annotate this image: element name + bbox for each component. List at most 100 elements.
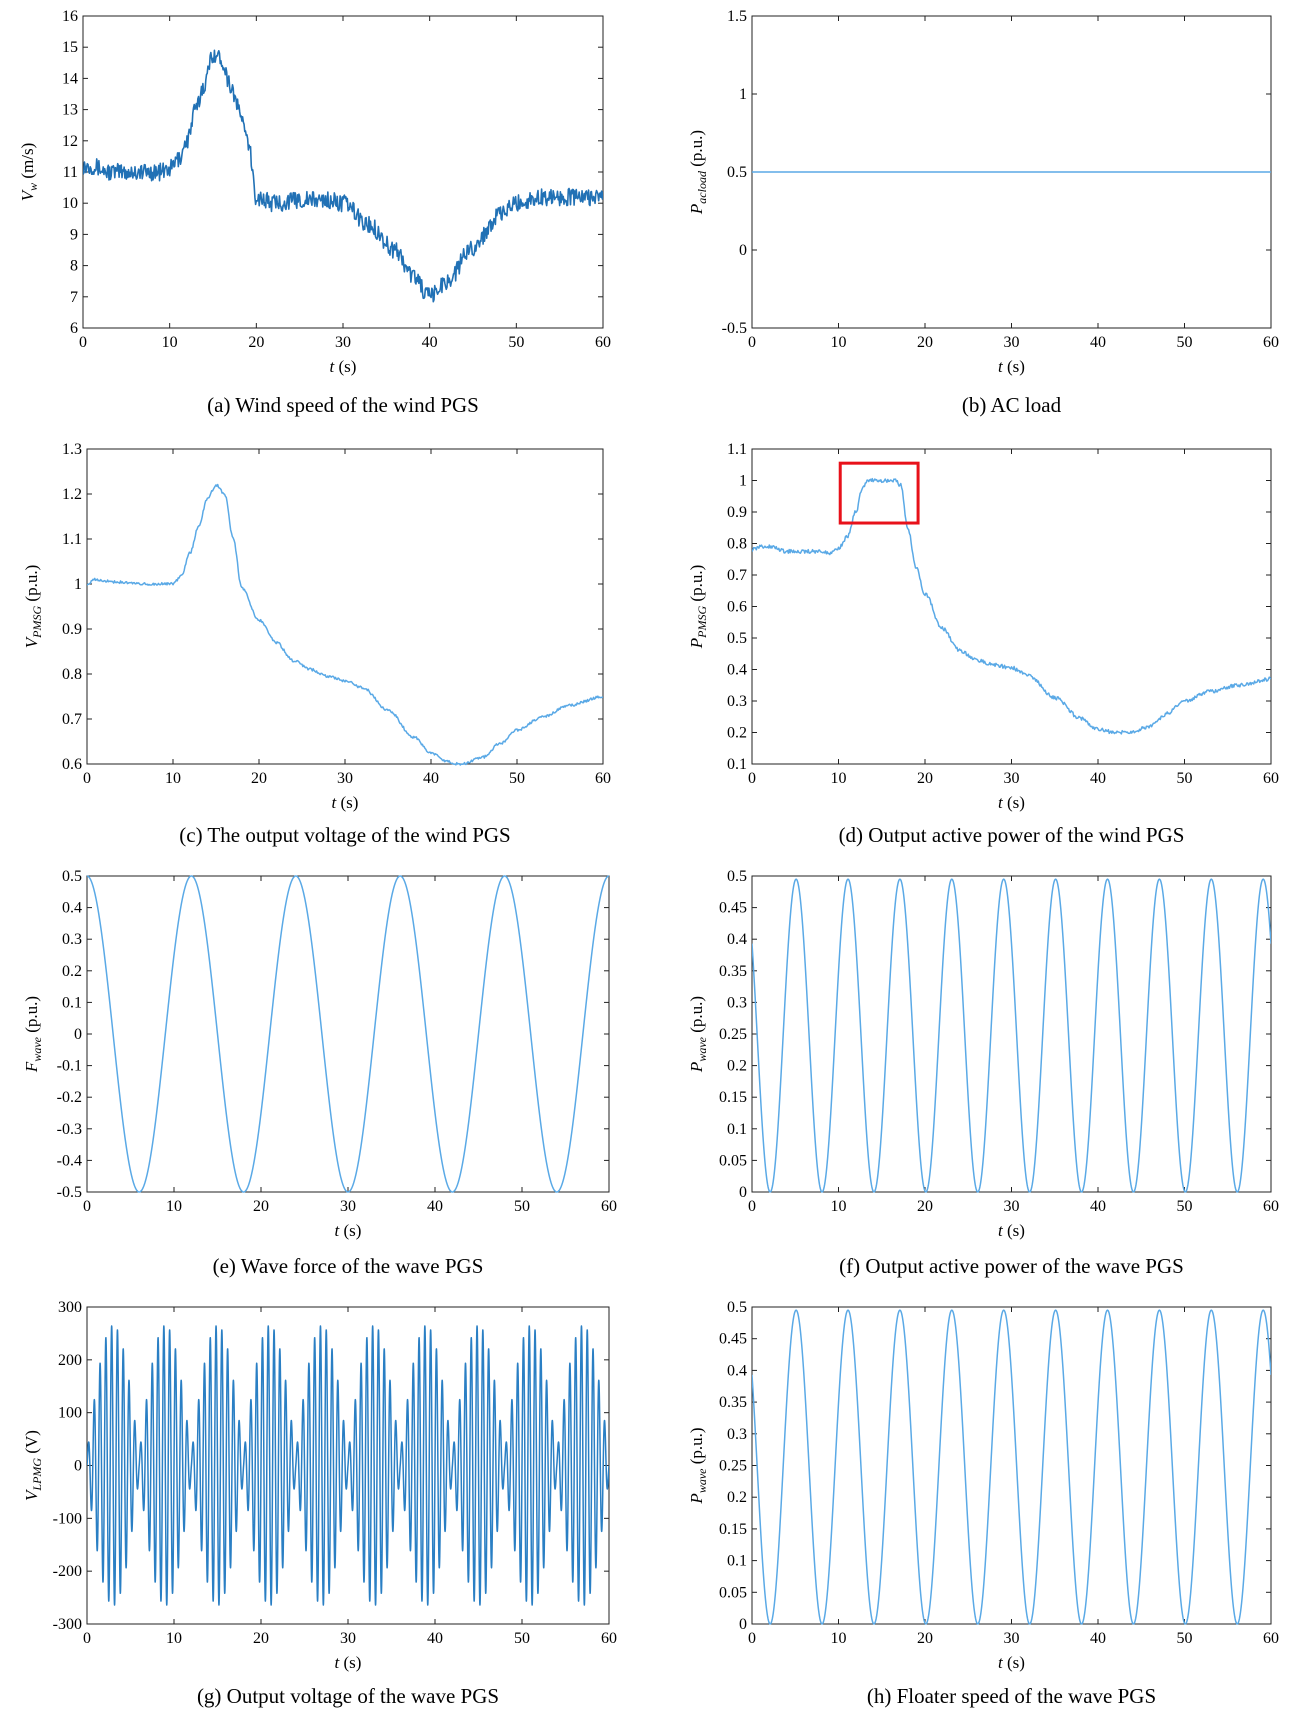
x-tick-label: 40 (1090, 1630, 1106, 1647)
plot-frame (86, 448, 604, 765)
series-line (87, 483, 603, 766)
y-axis-label: Pacload (p.u.) (687, 130, 709, 215)
plot-frame (751, 1306, 1272, 1625)
x-tick-label: 50 (1177, 1198, 1193, 1215)
y-tick-label: 16 (62, 8, 78, 25)
y-axis-label: Pwave (p.u.) (687, 996, 709, 1073)
x-tick-label: 50 (1177, 1630, 1193, 1647)
y-tick-label: 100 (58, 1405, 82, 1422)
y-tick-label: 13 (62, 102, 78, 119)
x-tick-label: 20 (253, 1198, 269, 1215)
chart-panel-g: 0 10 20 30 40 50 60 -300 -200 -100 0 100 200 300 t (s)… (22, 1299, 617, 1708)
y-tick-label: -0.2 (57, 1089, 82, 1106)
chart-panel-c: 0 10 20 30 40 50 60 0.6 0.7 0.8 0.9 1 1.1 1.2 1.3 t (s)… (22, 441, 611, 847)
x-tick-label: 60 (595, 334, 611, 351)
y-tick-label: 0 (739, 242, 747, 259)
x-tick-label: 30 (1004, 770, 1020, 787)
panel-caption: (g) Output voltage of the wave PGS (197, 1684, 499, 1708)
y-tick-label: 0.45 (719, 1331, 747, 1348)
x-tick-label: 0 (748, 1630, 756, 1647)
y-tick-label: 0.4 (727, 931, 747, 948)
x-tick-label: 50 (514, 1198, 530, 1215)
x-tick-label: 60 (601, 1198, 617, 1215)
y-tick-label: 0.1 (727, 1553, 747, 1570)
x-axis-label: t (s) (335, 1653, 362, 1672)
y-tick-label: 0 (74, 1026, 82, 1043)
x-tick-label: 40 (422, 334, 438, 351)
x-tick-label: 40 (1090, 1198, 1106, 1215)
x-tick-label: 40 (423, 770, 439, 787)
x-axis-label: t (s) (330, 357, 357, 376)
y-tick-label: 0.5 (727, 630, 747, 647)
chart-panel-a: 0 10 20 30 40 50 60 6 7 8 9 10 11 12 13 14 15 16 t (s) Vw (… (18, 8, 611, 417)
x-tick-label: 10 (831, 770, 847, 787)
x-tick-label: 50 (1177, 770, 1193, 787)
y-tick-label: 0.35 (719, 1394, 747, 1411)
x-tick-label: 30 (1004, 334, 1020, 351)
x-tick-label: 20 (917, 334, 933, 351)
y-tick-label: 1.1 (62, 531, 82, 548)
y-tick-label: 0.8 (727, 536, 747, 553)
y-tick-label: -0.5 (57, 1184, 82, 1201)
x-tick-label: 10 (831, 1630, 847, 1647)
x-tick-label: 10 (165, 770, 181, 787)
y-tick-label: 0.5 (727, 1299, 747, 1316)
chart-panel-b: 0 10 20 30 40 50 60-0.500.511.5t (s)Pacload (p… (687, 8, 1279, 417)
y-tick-label: 0.4 (62, 900, 82, 917)
x-tick-label: 20 (248, 334, 264, 351)
y-tick-label: 0.3 (727, 1426, 747, 1443)
x-tick-label: 50 (508, 334, 524, 351)
x-tick-label: 20 (917, 770, 933, 787)
x-tick-label: 10 (831, 334, 847, 351)
y-tick-label: 0.5 (727, 164, 747, 181)
y-tick-label: -0.5 (722, 320, 747, 337)
x-axis-label: t (s) (998, 793, 1025, 812)
y-tick-label: 0.15 (719, 1521, 747, 1538)
y-tick-label: -300 (53, 1616, 82, 1633)
panel-caption: (c) The output voltage of the wind PGS (179, 823, 510, 847)
y-tick-label: 0.9 (727, 504, 747, 521)
y-tick-label: 0.45 (719, 900, 747, 917)
y-tick-label: 6 (70, 320, 78, 337)
panel-caption: (d) Output active power of the wind PGS (839, 823, 1185, 847)
y-tick-label: 1.3 (62, 441, 82, 458)
y-tick-label: -0.3 (57, 1121, 82, 1138)
x-tick-label: 60 (601, 1630, 617, 1647)
x-tick-label: 30 (340, 1198, 356, 1215)
x-tick-label: 30 (1004, 1630, 1020, 1647)
x-tick-label: 20 (253, 1630, 269, 1647)
panel-caption: (h) Floater speed of the wave PGS (867, 1684, 1156, 1708)
y-tick-label: 1 (739, 86, 747, 103)
y-tick-label: 1.5 (727, 8, 747, 25)
panel-caption: (a) Wind speed of the wind PGS (207, 393, 479, 417)
y-tick-label: 1 (739, 473, 747, 490)
panel-caption: (f) Output active power of the wave PGS (839, 1254, 1184, 1278)
y-tick-label: 11 (63, 164, 78, 181)
y-axis-label: Fwave (p.u.) (22, 996, 44, 1073)
series-line (752, 878, 1271, 1193)
y-tick-label: 7 (70, 289, 78, 306)
x-tick-label: 0 (748, 1198, 756, 1215)
series-line (752, 477, 1271, 735)
y-axis-label: VLPMG (V) (22, 1430, 44, 1501)
y-tick-label: 0.4 (727, 662, 747, 679)
plot-frame (751, 875, 1272, 1193)
y-axis-label: Vw (m/s) (18, 143, 40, 202)
x-tick-label: 40 (427, 1630, 443, 1647)
y-tick-label: 10 (62, 195, 78, 212)
y-tick-label: 0.1 (727, 756, 747, 773)
series-line (87, 1325, 609, 1606)
x-tick-label: 40 (427, 1198, 443, 1215)
x-axis-label: t (s) (332, 793, 359, 812)
y-tick-label: 0.05 (719, 1152, 747, 1169)
series-line (752, 1309, 1271, 1625)
y-axis-label: VPMSG (p.u.) (22, 565, 44, 648)
y-tick-label: 0.3 (727, 994, 747, 1011)
y-tick-label: 15 (62, 39, 78, 56)
y-tick-label: 0.9 (62, 621, 82, 638)
x-tick-label: 40 (1090, 334, 1106, 351)
y-tick-label: 300 (58, 1299, 82, 1316)
x-tick-label: 60 (595, 770, 611, 787)
x-tick-label: 60 (1263, 770, 1279, 787)
